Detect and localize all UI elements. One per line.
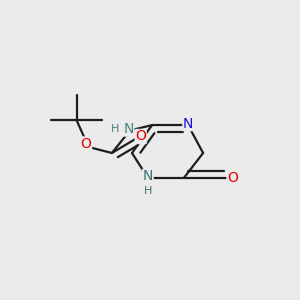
Text: N: N xyxy=(123,122,134,136)
Text: N: N xyxy=(143,169,153,183)
Text: O: O xyxy=(135,130,146,143)
Text: O: O xyxy=(81,137,92,151)
Text: H: H xyxy=(144,186,152,197)
Text: N: N xyxy=(183,117,193,130)
Text: O: O xyxy=(227,171,238,185)
Text: H: H xyxy=(111,124,120,134)
